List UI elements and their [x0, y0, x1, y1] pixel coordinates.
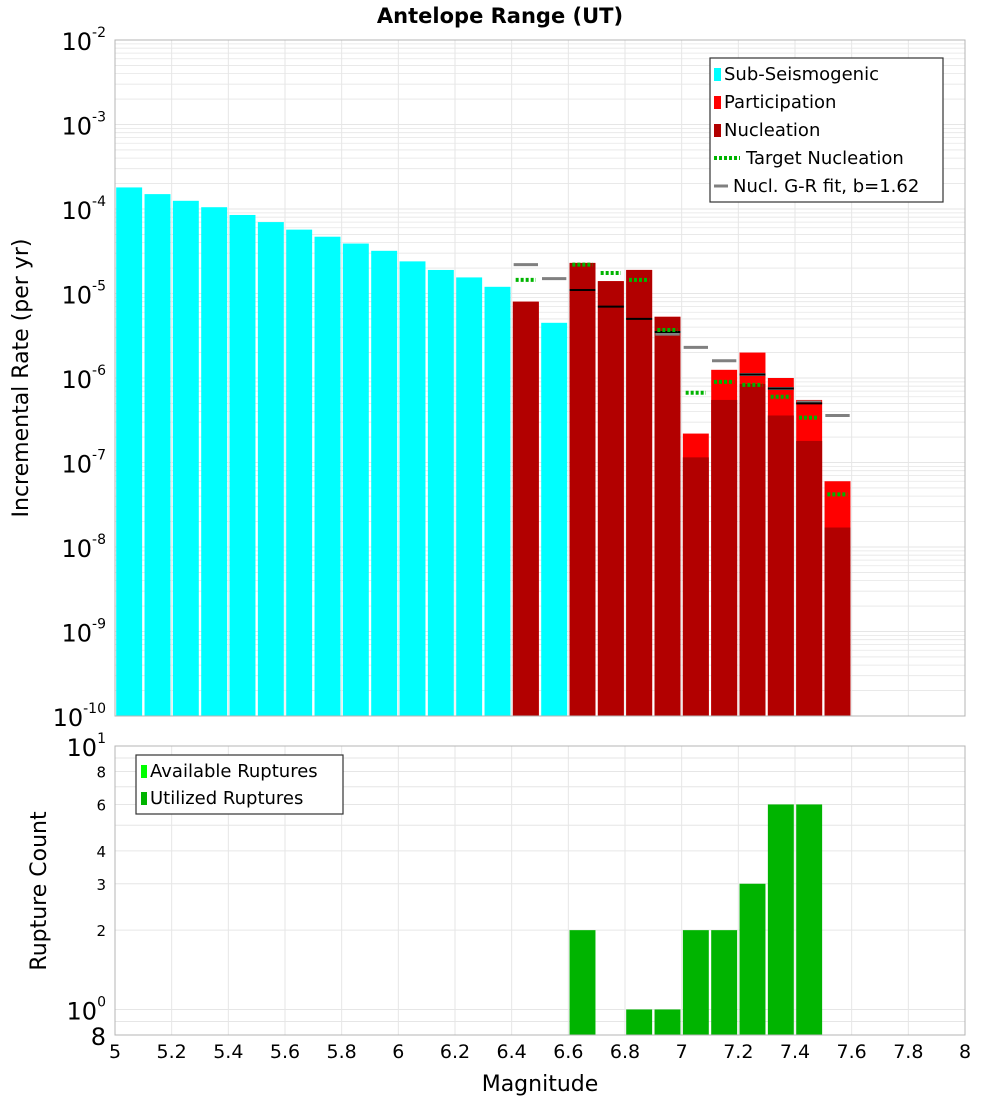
sub-seismogenic-bar: [541, 322, 568, 716]
sub-seismogenic-bar: [342, 243, 369, 716]
x-tick-label: 5.8: [327, 1041, 357, 1063]
nucleation-bar: [512, 301, 539, 716]
sub-seismogenic-bar: [371, 250, 398, 716]
legend-label: Participation: [724, 92, 836, 113]
nucleation-bar: [626, 269, 653, 716]
y-tick-label: 10-9: [61, 617, 106, 648]
legend-swatch: [141, 792, 147, 805]
nucleation-bar: [739, 383, 766, 716]
x-tick-label: 6.6: [553, 1041, 583, 1063]
y-tick-label: 10-5: [61, 279, 106, 310]
utilized-ruptures-bar: [626, 1009, 653, 1035]
legend-swatch: [714, 96, 721, 109]
x-tick-label: 7.6: [837, 1041, 867, 1063]
y-tick-label: 3: [96, 876, 106, 894]
rate-plot-grid: [114, 40, 966, 717]
sub-seismogenic-bar: [229, 214, 256, 716]
sub-seismogenic-bar: [257, 222, 284, 716]
legend-label: Nucleation: [724, 120, 820, 141]
nucleation-bar: [824, 527, 851, 716]
x-tick-label: 7.4: [780, 1041, 810, 1063]
utilized-ruptures-bar: [739, 883, 766, 1035]
rate-plot: 10-2 10-3 10-4 10-5 10-6 10-7 10-8 10-9 10-10 In…: [9, 25, 966, 732]
rate-plot-y-ticks: 10-2 10-3 10-4 10-5 10-6 10-7 10-8 10-9 10-10: [53, 25, 107, 732]
chart-title: Antelope Range (UT): [377, 4, 623, 28]
nucleation-bar: [654, 316, 681, 716]
legend-swatch: [141, 765, 147, 778]
x-tick-label: 5.4: [213, 1041, 243, 1063]
sub-seismogenic-bar: [456, 277, 483, 716]
y-tick-label: 4: [96, 843, 106, 861]
legend-label: Nucl. G-R fit, b=1.62: [733, 176, 919, 197]
y-tick-label: 10-7: [61, 448, 106, 479]
utilized-ruptures-bar: [682, 930, 709, 1035]
nucleation-bar: [597, 281, 624, 716]
rate-legend-box: [709, 57, 944, 203]
x-tick-label: 7: [676, 1041, 688, 1063]
count-plot-legend: Available Ruptures Utilized Ruptures: [135, 754, 344, 815]
x-tick-label: 6.2: [440, 1041, 470, 1063]
nucleation-bar: [796, 440, 823, 716]
x-tick-label: 8: [959, 1041, 971, 1063]
y-tick-label: 10-4: [61, 194, 106, 225]
x-tick-label: 7.8: [893, 1041, 923, 1063]
sub-seismogenic-bar: [144, 194, 171, 716]
sub-seismogenic-bar: [172, 200, 199, 717]
rate-plot-bars: [116, 187, 851, 717]
x-tick-label: 6.8: [610, 1041, 640, 1063]
nucleation-bar: [711, 399, 738, 716]
sub-seismogenic-bar: [286, 229, 313, 716]
legend-label: Utilized Ruptures: [150, 788, 303, 809]
sub-seismogenic-bar: [116, 187, 143, 717]
y-tick-label: 10-10: [53, 701, 106, 732]
y-tick-label: 101: [67, 731, 106, 762]
x-tick-label: 5.2: [157, 1041, 187, 1063]
nucleation-bar: [682, 457, 709, 716]
x-tick-label: 5: [109, 1041, 121, 1063]
count-plot-x-ticks: 5 5.2 5.4 5.6 5.8 6 6.2 6.4 6.6 6.8 7 7.2 7.4 7.6 7.8 8: [109, 1041, 971, 1063]
utilized-ruptures-bar: [796, 804, 823, 1035]
legend-label: Target Nucleation: [745, 148, 904, 169]
utilized-ruptures-bar: [569, 930, 596, 1035]
y-tick-label: 2: [96, 922, 106, 940]
utilized-ruptures-bar: [711, 930, 738, 1035]
y-tick-label: 6: [96, 796, 106, 814]
legend-label: Available Ruptures: [150, 761, 318, 782]
rate-plot-frame: [114, 39, 966, 717]
nucleation-bar: [569, 262, 596, 716]
y-tick-label: 8: [91, 1023, 106, 1051]
count-legend-box: [135, 754, 344, 815]
sub-seismogenic-bar: [314, 236, 341, 716]
rate-plot-legend: Sub-Seismogenic Participation Nucleation Ta…: [709, 57, 944, 203]
count-y-axis-title: Rupture Count: [27, 811, 52, 971]
nucleation-bar: [767, 415, 794, 716]
x-tick-label: 6: [392, 1041, 404, 1063]
legend-label: Sub-Seismogenic: [724, 64, 879, 85]
y-tick-label: 8: [96, 764, 106, 782]
y-tick-label: 10-2: [61, 25, 106, 56]
rate-y-axis-title: Incremental Rate (per yr): [9, 239, 34, 518]
y-tick-label: 10-6: [61, 363, 106, 394]
x-tick-label: 6.4: [497, 1041, 527, 1063]
x-tick-label: 7.2: [723, 1041, 753, 1063]
legend-swatch: [714, 68, 721, 81]
x-tick-label: 5.6: [270, 1041, 300, 1063]
legend-swatch: [714, 124, 721, 137]
sub-seismogenic-bar: [399, 261, 426, 716]
sub-seismogenic-bar: [484, 286, 511, 716]
y-tick-label: 100: [67, 994, 106, 1025]
x-axis-title: Magnitude: [482, 1072, 599, 1097]
y-tick-label: 10-8: [61, 532, 106, 563]
sub-seismogenic-bar: [201, 207, 228, 716]
y-tick-label: 10-3: [61, 110, 106, 141]
utilized-ruptures-bar: [654, 1009, 681, 1035]
sub-seismogenic-bar: [427, 269, 454, 716]
count-plot-frame: [114, 745, 966, 1036]
count-plot-bars: [569, 804, 823, 1035]
utilized-ruptures-bar: [767, 804, 794, 1035]
rate-plot-lines: [513, 262, 850, 497]
